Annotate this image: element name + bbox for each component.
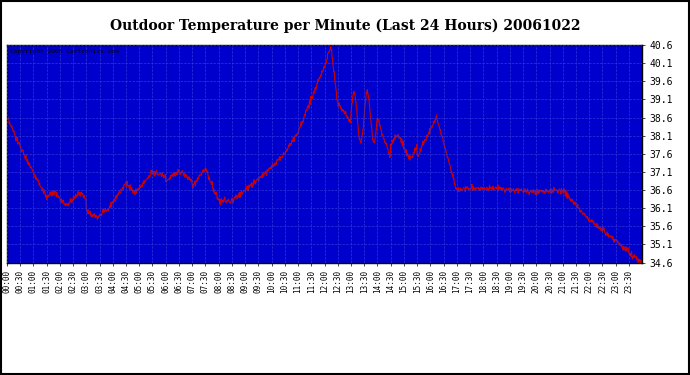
Text: Copyright 2006 Cartronics.com: Copyright 2006 Cartronics.com xyxy=(10,50,119,54)
Text: Outdoor Temperature per Minute (Last 24 Hours) 20061022: Outdoor Temperature per Minute (Last 24 … xyxy=(110,19,580,33)
